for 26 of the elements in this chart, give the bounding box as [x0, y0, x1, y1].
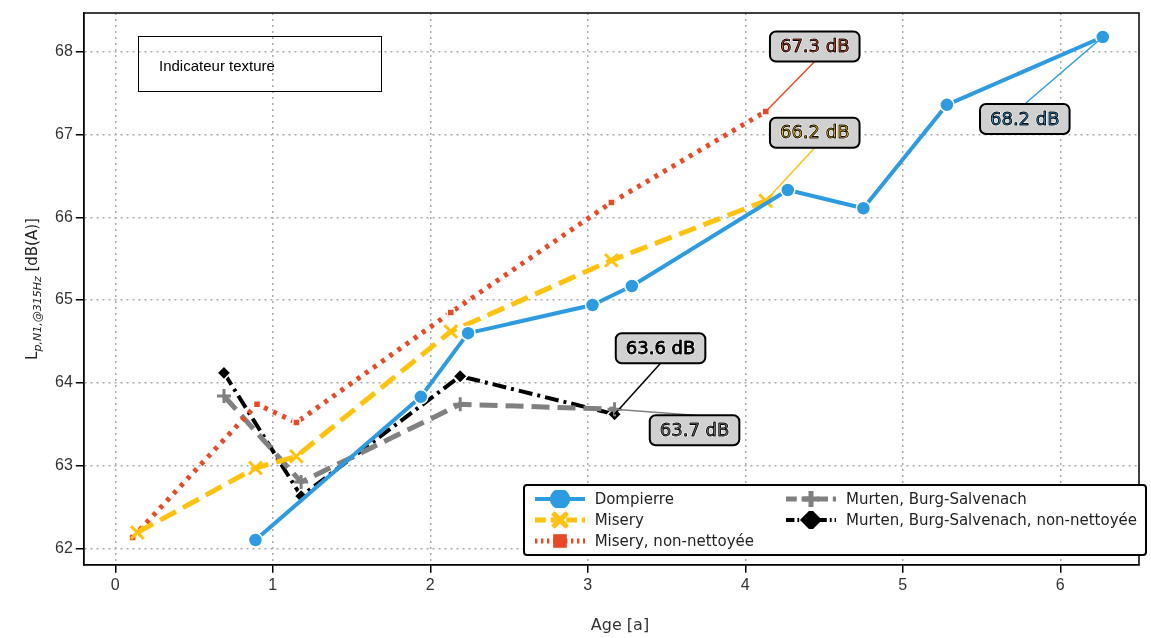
legend-label: Murten, Burg-Salvenach, non-nettoyée	[846, 511, 1137, 529]
legend-label: Murten, Burg-Salvenach	[846, 490, 1027, 508]
x-tick-label: 6	[1055, 575, 1065, 593]
x-tick-label: 2	[425, 575, 435, 593]
y-tick-label: 64	[55, 373, 73, 391]
legend-label: Dompierre	[594, 490, 674, 508]
y-tick-label: 65	[55, 290, 73, 308]
x-tick-label: 0	[110, 575, 120, 593]
annotation: 67.3 dB	[779, 35, 850, 57]
legend-label: Misery	[594, 511, 644, 529]
x-tick-label: 3	[583, 575, 593, 593]
y-tick-label: 68	[55, 42, 73, 60]
annotation: 63.7 dB	[659, 418, 730, 440]
x-tick-label: 4	[740, 575, 750, 593]
x-tick-label: 1	[268, 575, 278, 593]
x-tick-label: 5	[898, 575, 908, 593]
y-tick-label: 66	[55, 207, 73, 225]
annotation: 63.6 dB	[625, 336, 696, 358]
annotation: 68.2 dB	[989, 107, 1060, 129]
annotation: 66.2 dB	[779, 121, 850, 143]
y-tick-label: 67	[55, 125, 73, 143]
legend-label: Misery, non-nettoyée	[594, 532, 754, 550]
x-axis-title: Age [a]	[590, 615, 650, 634]
text-box: Indicateur texture	[138, 36, 382, 92]
y-tick-label: 63	[55, 455, 73, 473]
y-tick-label: 62	[55, 538, 73, 556]
